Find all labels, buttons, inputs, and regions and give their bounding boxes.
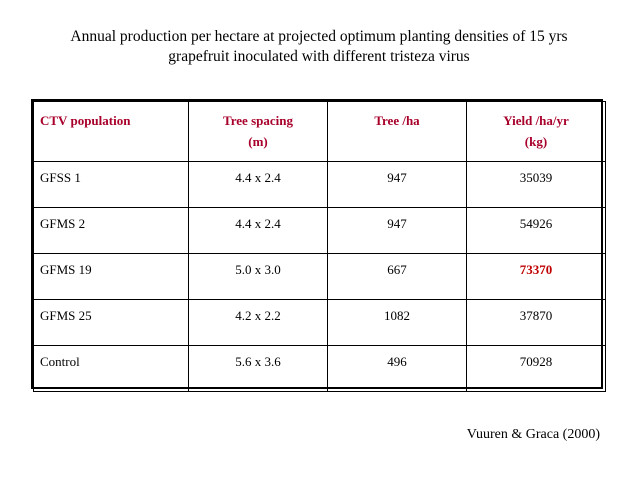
cell-tree-spacing: 4.4 x 2.4 <box>188 161 328 208</box>
header-tree-per-ha: Tree /ha <box>327 101 467 162</box>
cell-tree-spacing: 4.2 x 2.2 <box>188 299 328 346</box>
cell-ctv-population: GFSS 1 <box>33 161 189 208</box>
table-header-row: CTV population Tree spacing (m) Tree /ha… <box>33 101 606 162</box>
table-row: GFMS 19 5.0 x 3.0 667 73370 <box>33 253 606 300</box>
title-line-2: grapefruit inoculated with different tri… <box>168 48 470 65</box>
header-tree-spacing: Tree spacing (m) <box>188 101 328 162</box>
cell-ctv-population: Control <box>33 345 189 392</box>
header-label: Yield /ha/yr <box>503 113 569 128</box>
header-label: Tree /ha <box>374 113 420 128</box>
production-table-grid: CTV population Tree spacing (m) Tree /ha… <box>33 101 606 392</box>
cell-yield: 70928 <box>466 345 606 392</box>
table-row: Control 5.6 x 3.6 496 70928 <box>33 345 606 392</box>
table-row: GFMS 25 4.2 x 2.2 1082 37870 <box>33 299 606 346</box>
cell-ctv-population: GFMS 2 <box>33 207 189 254</box>
cell-tree-per-ha: 1082 <box>327 299 467 346</box>
header-unit: (m) <box>248 134 268 149</box>
header-yield: Yield /ha/yr (kg) <box>466 101 606 162</box>
cell-tree-spacing: 5.6 x 3.6 <box>188 345 328 392</box>
cell-yield: 54926 <box>466 207 606 254</box>
cell-yield-highlighted: 73370 <box>466 253 606 300</box>
cell-yield: 37870 <box>466 299 606 346</box>
cell-tree-spacing: 4.4 x 2.4 <box>188 207 328 254</box>
header-ctv-population: CTV population <box>33 101 189 162</box>
cell-tree-spacing: 5.0 x 3.0 <box>188 253 328 300</box>
header-label: Tree spacing <box>223 113 293 128</box>
table-row: GFMS 2 4.4 x 2.4 947 54926 <box>33 207 606 254</box>
cell-ctv-population: GFMS 25 <box>33 299 189 346</box>
table-row: GFSS 1 4.4 x 2.4 947 35039 <box>33 161 606 208</box>
production-table: CTV population Tree spacing (m) Tree /ha… <box>31 99 606 392</box>
cell-tree-per-ha: 947 <box>327 207 467 254</box>
title-line-1: Annual production per hectare at project… <box>70 28 568 45</box>
cell-tree-per-ha: 667 <box>327 253 467 300</box>
slide-title: Annual production per hectare at project… <box>0 27 638 67</box>
cell-tree-per-ha: 496 <box>327 345 467 392</box>
cell-ctv-population: GFMS 19 <box>33 253 189 300</box>
header-unit: (kg) <box>524 134 548 149</box>
citation: Vuuren & Graca (2000) <box>466 427 600 442</box>
cell-tree-per-ha: 947 <box>327 161 467 208</box>
cell-yield: 35039 <box>466 161 606 208</box>
header-label: CTV population <box>40 113 131 128</box>
